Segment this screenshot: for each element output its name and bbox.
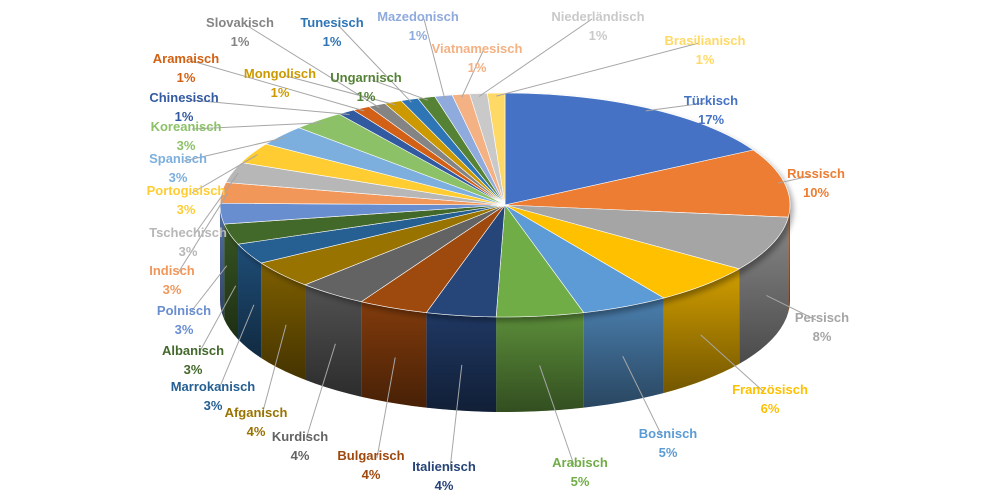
pie-slice-tschechisch [225, 162, 506, 206]
label-französisch: Französisch 6% [732, 382, 808, 416]
leader-line-chinesisch [189, 99, 350, 115]
leader-line-niederländisch [478, 18, 593, 97]
pie-side-albanisch [224, 224, 239, 340]
label-marrokanisch: Marrokanisch 3% [171, 379, 256, 413]
label-ungarnisch: Ungarnisch 1% [330, 70, 402, 104]
label-türkisch: Türkisch 17% [684, 93, 738, 127]
label-tunesisch: Tunesisch 1% [300, 15, 363, 49]
leader-line-bulgarisch [376, 357, 396, 459]
leader-line-indisch [177, 192, 229, 274]
leader-line-aramaisch [191, 60, 365, 112]
pie-slice-bosnisch [504, 204, 665, 313]
label-polnisch: Polnisch 3% [157, 303, 211, 337]
pie-slice-koreanisch [297, 113, 506, 206]
leader-line-polnisch [189, 265, 228, 314]
label-portogisisch: Portogisisch 3% [147, 183, 226, 217]
leader-line-spanisch [183, 136, 287, 162]
label-albanisch: Albanisch 3% [162, 343, 224, 377]
pie-slice-persisch [504, 204, 789, 270]
label-niederländisch: Niederländisch 1% [551, 9, 644, 43]
pie-slice-türkisch [504, 92, 755, 206]
label-arabisch: Arabisch 5% [552, 455, 608, 489]
pie-side-bosnisch [583, 298, 664, 408]
pie-slice-bulgarisch [360, 204, 506, 313]
label-indisch: Indisch 3% [149, 263, 195, 297]
leader-line-ungarnisch [371, 79, 429, 101]
leader-line-bosnisch [622, 355, 663, 437]
pie-side-italienisch [426, 312, 497, 412]
label-bulgarisch: Bulgarisch 4% [337, 448, 404, 482]
label-afganisch: Afganisch 4% [225, 405, 288, 439]
leader-line-mazedonisch [423, 18, 446, 99]
leader-line-koreanisch [191, 122, 323, 130]
leader-line-russisch [778, 175, 811, 184]
label-spanisch: Spanisch 3% [149, 151, 207, 185]
label-mongolisch: Mongolisch 1% [244, 66, 316, 100]
pie-slice-kurdisch [304, 204, 506, 303]
label-slovakisch: Slovakisch 1% [206, 15, 274, 49]
pie-side-persisch [739, 217, 789, 364]
leader-line-slovakisch [245, 24, 380, 109]
pie-side-arabisch [496, 312, 584, 412]
pie-side-polnisch [220, 205, 225, 320]
pie-side-kurdisch [305, 284, 362, 397]
pie-side-französisch [663, 268, 740, 393]
label-koreanisch: Koreanisch 3% [151, 119, 222, 153]
pie-slice-italienisch [425, 203, 506, 318]
leader-line-persisch [766, 294, 817, 321]
label-mazedonisch: Mazedonisch 1% [377, 9, 459, 43]
pie-slice-brasilianisch [486, 92, 506, 206]
leader-line-arabisch [539, 365, 575, 466]
leader-lines [177, 18, 817, 470]
leader-line-mongolisch [285, 75, 396, 106]
label-persisch: Persisch 8% [795, 310, 849, 344]
label-aramaisch: Aramaisch 1% [153, 51, 220, 85]
label-kurdisch: Kurdisch 4% [272, 429, 328, 463]
leader-line-kurdisch [305, 343, 336, 440]
label-chinesisch: Chinesisch 1% [149, 90, 218, 124]
pie-side-bulgarisch [361, 301, 427, 408]
pie-slice-polnisch [219, 202, 506, 225]
pie-side-marrokanisch [238, 244, 262, 358]
label-russisch: Russisch 10% [787, 166, 845, 200]
leader-line-viatnamesisch [461, 50, 484, 98]
leader-line-albanisch [198, 285, 237, 354]
pie-slice-albanisch [223, 204, 506, 245]
label-viatnamesisch: Viatnamesisch 1% [432, 41, 523, 75]
leader-line-portogisisch [191, 154, 259, 194]
leader-line-französisch [700, 334, 765, 393]
leader-line-afganisch [261, 324, 287, 416]
pie-slice-marrokanisch [237, 204, 506, 264]
pie-slice-portogisisch [240, 143, 506, 206]
pie-slice-französisch [504, 204, 740, 299]
pie-side-afganisch [261, 263, 306, 380]
label-bosnisch: Bosnisch 5% [639, 426, 698, 460]
pie-tops [219, 92, 791, 318]
pie-slice-arabisch [495, 204, 585, 318]
leader-line-marrokanisch [218, 304, 255, 390]
label-italienisch: Italienisch 4% [412, 459, 476, 493]
label-brasilianisch: Brasilianisch 1% [665, 33, 746, 67]
pie-slice-spanisch [265, 127, 506, 206]
leader-line-türkisch [645, 102, 706, 112]
pie-slice-russisch [504, 149, 791, 218]
leader-line-tschechisch [193, 173, 239, 236]
pie-slice-afganisch [260, 204, 506, 286]
leader-line-brasilianisch [496, 42, 700, 97]
data-labels: Türkisch 17% Russisch 10% Persisch 8% Französi… [147, 9, 850, 493]
leader-line-italienisch [449, 364, 463, 470]
pie-side-russisch [788, 205, 790, 313]
pie-sides [220, 205, 790, 412]
label-tschechisch: Tschechisch 3% [149, 225, 227, 259]
